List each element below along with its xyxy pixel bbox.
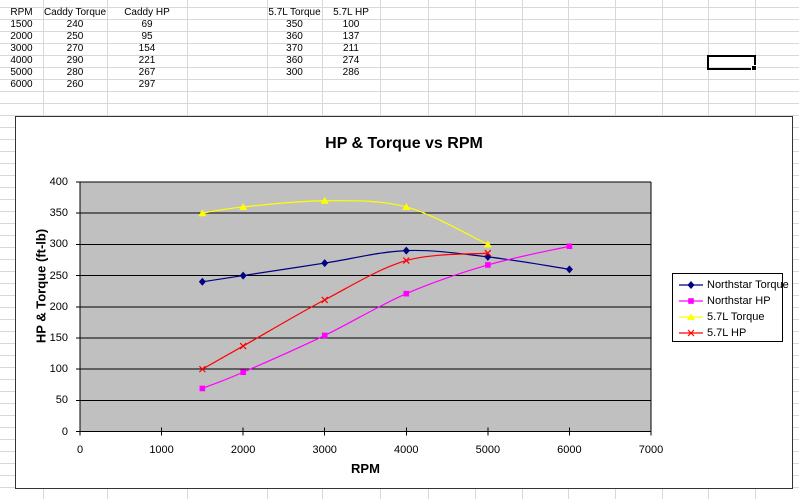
legend-marker-glyph [687,313,695,320]
x-tick-label: 7000 [638,444,664,456]
x-tick-label: 2000 [230,444,256,456]
cell-row2-l57_hp[interactable]: 211 [343,43,359,54]
cell-row0-l57_torque[interactable]: 350 [286,19,303,30]
legend-label: 5.7L HP [707,327,747,339]
x-axis-title: RPM [351,461,380,476]
cell-row3-caddy_hp[interactable]: 221 [138,55,156,66]
cell-row4-caddy_hp[interactable]: 267 [138,67,156,78]
cell-row5-l57_torque[interactable] [267,79,322,91]
legend-entry-0: Northstar Torque [678,277,789,293]
legend-marker-diamond-icon [679,281,703,289]
cell-row1-rpm[interactable]: 2000 [10,31,33,42]
legend-marker-glyph [687,329,695,337]
cell-row5-rpm[interactable]: 6000 [10,79,33,90]
cell-row4-l57_torque[interactable]: 300 [286,67,303,78]
series-marker-3 [198,365,206,373]
cell-row3-rpm[interactable]: 4000 [10,55,33,66]
cell-row1-caddy_hp[interactable]: 95 [141,31,153,42]
cell-header-rpm[interactable]: RPM [10,7,33,18]
y-tick-label: 300 [49,238,68,251]
cell-row4-l57_hp[interactable]: 286 [342,67,360,78]
chart[interactable]: HP & Torque vs RPM 400 350 300 250 200 150 100… [15,116,793,489]
cell-row0-rpm[interactable]: 1500 [10,19,33,30]
legend-marker-square-icon [679,298,703,304]
series-marker-0 [198,277,206,286]
cell-row2-caddy_hp[interactable]: 154 [138,43,156,54]
cell-row1-l57_hp[interactable]: 137 [342,31,360,42]
y-tick-label: 200 [49,300,68,313]
legend-marker-x-icon [679,329,703,337]
cell-row5-caddy_torque[interactable]: 260 [66,79,84,90]
y-tick-label: 100 [49,363,68,376]
cell-row0-caddy_torque[interactable]: 240 [66,19,84,30]
series-marker-1 [566,243,573,250]
series-marker-0 [565,265,573,274]
cell-row2-rpm[interactable]: 3000 [10,43,33,54]
cell-row0-l57_hp[interactable]: 100 [342,19,360,30]
selected-cell[interactable] [707,55,757,71]
legend-label: Northstar HP [707,295,771,307]
legend-marker-glyph [688,298,694,304]
y-tick-label: 150 [49,331,68,344]
y-tick-label: 250 [49,269,68,282]
series-marker-0 [321,259,329,268]
series-marker-2 [239,203,248,210]
legend-entry-2: 5.7L Torque [678,309,782,325]
x-tick-label: 5000 [475,444,501,456]
chart-title: HP & Torque vs RPM [325,135,483,152]
legend-label: Northstar Torque [707,279,789,291]
series-marker-2 [198,209,207,217]
series-marker-3 [321,296,329,304]
fill-handle[interactable] [751,65,757,71]
plot-area [76,181,652,436]
cell-row3-l57_hp[interactable]: 274 [342,55,360,66]
cell-header-l57_hp[interactable]: 5.7L HP [333,7,369,18]
legend-entry-3: 5.7L HP [678,325,782,341]
series-marker-1 [199,385,206,392]
x-tick-label: 4000 [394,444,419,456]
cell-row1-l57_torque[interactable]: 360 [286,31,303,42]
cell-header-l57_torque[interactable]: 5.7L Torque [268,7,321,18]
cell-row3-caddy_torque[interactable]: 290 [66,55,84,66]
legend[interactable]: Northstar Torque Northstar HP 5.7L Torque 5… [672,273,789,342]
series-marker-3 [239,342,247,350]
x-tick-label: 0 [76,444,84,456]
x-tick-label: 3000 [312,444,337,456]
series-marker-1 [321,332,328,339]
y-tick-label: 50 [55,394,68,407]
cell-row5-l57_hp[interactable] [322,79,380,91]
legend-entry-1: Northstar HP [678,293,782,309]
cell-row5-caddy_hp[interactable]: 297 [138,79,156,90]
series-marker-0 [239,271,247,280]
cell-row1-caddy_torque[interactable]: 250 [66,31,84,42]
series-marker-2 [483,240,492,248]
series-marker-1 [485,262,491,268]
cell-header-caddy_hp[interactable]: Caddy HP [124,7,170,18]
y-axis-title: HP & Torque (ft-lb) [33,228,49,344]
cell-row2-l57_torque[interactable]: 370 [286,43,303,54]
series-marker-1 [403,290,410,297]
series-marker-1 [240,369,246,376]
cell-row4-caddy_torque[interactable]: 280 [66,67,84,78]
series-marker-2 [320,196,329,204]
y-tick-label: 400 [49,176,68,188]
series-marker-3 [484,249,492,257]
y-tick-label: 350 [49,207,68,220]
cell-header-caddy_torque[interactable]: Caddy Torque [43,7,107,18]
legend-marker-glyph [687,281,695,289]
y-tick-label: 0 [61,425,68,438]
cell-row0-caddy_hp[interactable]: 69 [141,19,153,30]
legend-marker-triangle-icon [679,313,703,320]
cell-row3-l57_torque[interactable]: 360 [286,55,303,66]
series-marker-2 [402,203,411,210]
legend-label: 5.7L Torque [707,311,765,323]
series-marker-3 [402,257,410,265]
series-marker-0 [402,246,410,255]
x-tick-label: 1000 [149,444,174,456]
x-tick-label: 6000 [557,444,582,456]
cell-row4-rpm[interactable]: 5000 [10,67,33,78]
cell-row2-caddy_torque[interactable]: 270 [66,43,84,54]
